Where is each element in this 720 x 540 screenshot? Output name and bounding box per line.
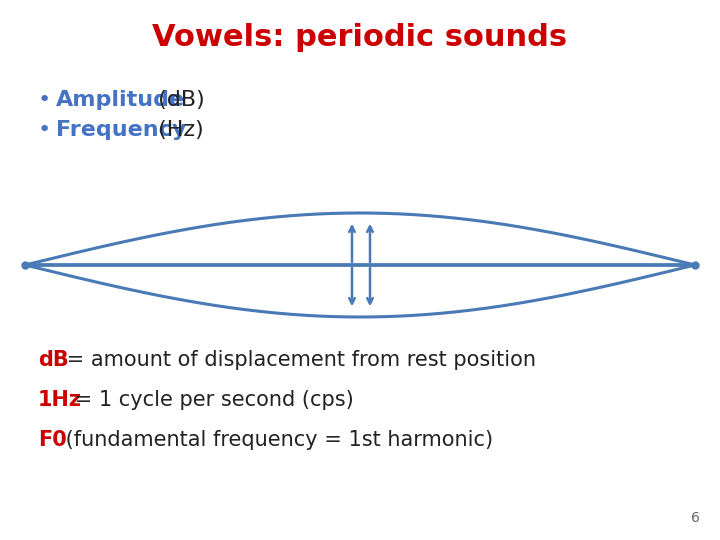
Text: = amount of displacement from rest position: = amount of displacement from rest posit… xyxy=(60,350,536,370)
Text: = 1 cycle per second (cps): = 1 cycle per second (cps) xyxy=(68,390,354,410)
Text: Vowels: periodic sounds: Vowels: periodic sounds xyxy=(153,24,567,52)
Text: F0: F0 xyxy=(38,430,67,450)
Text: •: • xyxy=(38,90,51,110)
Text: dB: dB xyxy=(38,350,68,370)
Text: 6: 6 xyxy=(691,511,700,525)
Text: (fundamental frequency = 1st harmonic): (fundamental frequency = 1st harmonic) xyxy=(59,430,493,450)
Text: (Hz): (Hz) xyxy=(151,120,204,140)
Text: (dB): (dB) xyxy=(151,90,204,110)
Text: Amplitude: Amplitude xyxy=(56,90,185,110)
Text: •: • xyxy=(38,120,51,140)
Text: Frequency: Frequency xyxy=(56,120,186,140)
Text: 1Hz: 1Hz xyxy=(38,390,82,410)
